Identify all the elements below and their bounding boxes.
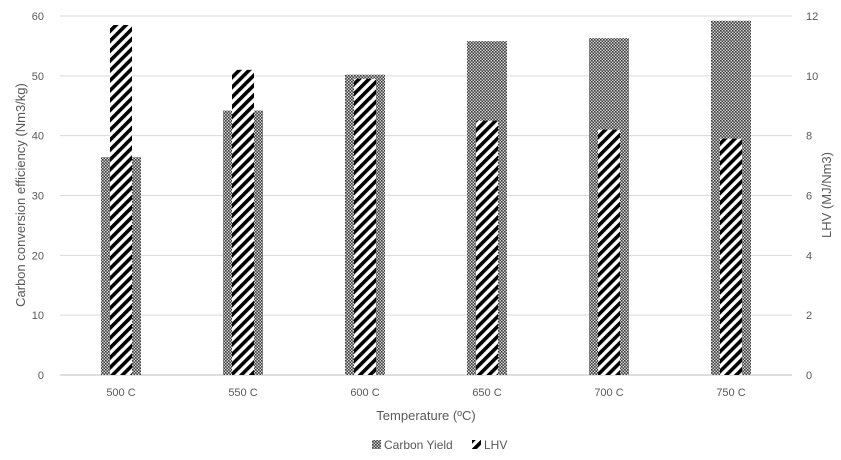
legend: Carbon Yield LHV (372, 438, 507, 452)
bars (101, 20, 751, 376)
bar-lhv (110, 24, 132, 375)
bar-lhv (354, 78, 376, 375)
x-tick-label: 550 C (228, 387, 257, 399)
bar-lhv (476, 120, 498, 375)
x-tick-label: 650 C (472, 387, 501, 399)
y-left-tick-label: 10 (32, 310, 44, 322)
y-right-tick-label: 2 (806, 310, 812, 322)
bar-lhv (720, 138, 742, 375)
y-right-tick-label: 12 (806, 11, 818, 23)
x-tick-label: 700 C (594, 387, 623, 399)
x-axis-title: Temperature (ºC) (376, 408, 475, 423)
y-right-tick-label: 4 (806, 250, 812, 262)
x-tick-label: 500 C (106, 387, 135, 399)
y-left-tick-label: 60 (32, 11, 44, 23)
legend-swatch-lhv (472, 440, 481, 449)
legend-swatch-carbon-yield (372, 440, 381, 449)
y-left-tick-label: 40 (32, 131, 44, 143)
gridlines (60, 15, 792, 376)
y-right-tick-label: 0 (806, 370, 812, 382)
bar-lhv (232, 69, 254, 375)
x-tick-label: 750 C (716, 387, 745, 399)
y-right-tick-label: 10 (806, 71, 818, 83)
y-left-tick-label: 30 (32, 191, 44, 203)
y-left-axis-title: Carbon conversion efficiency (Nm3/kg) (13, 83, 28, 307)
axes: 0 10 20 30 40 50 60 0 2 4 6 8 10 12 500 C 550 C 600 C 650… (32, 11, 819, 399)
y-left-tick-label: 0 (38, 370, 44, 382)
x-tick-label: 600 C (350, 387, 379, 399)
y-right-axis-title: LHV (MJ/Nm3) (819, 152, 834, 238)
bar-lhv (598, 129, 620, 375)
y-right-tick-label: 8 (806, 131, 812, 143)
legend-label-lhv: LHV (484, 438, 507, 452)
y-left-tick-label: 20 (32, 250, 44, 262)
legend-label-carbon-yield: Carbon Yield (384, 438, 453, 452)
y-left-tick-label: 50 (32, 71, 44, 83)
y-right-tick-label: 6 (806, 191, 812, 203)
